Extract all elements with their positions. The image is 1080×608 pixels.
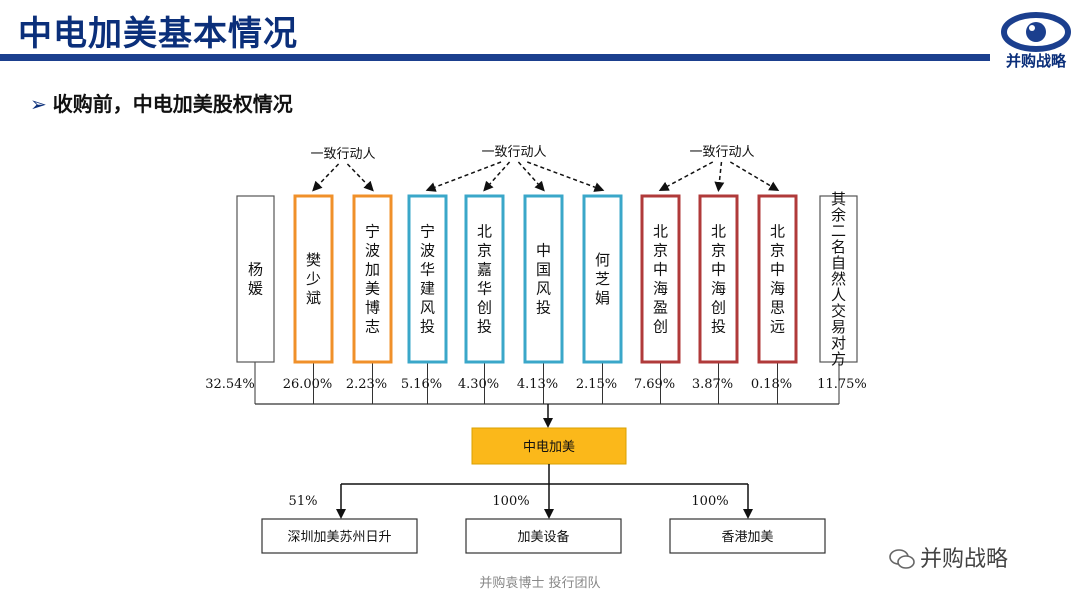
shareholder-box [582, 194, 623, 364]
eye-icon [1001, 12, 1071, 52]
shareholder-name: 宁波加美博志 [365, 223, 380, 336]
bullet-arrow-icon: ➢ [30, 92, 47, 116]
subsidiary-name: 加美设备 [517, 529, 569, 545]
shareholder-percent: 4.30% [458, 377, 499, 392]
shareholder-name: 樊少斌 [306, 251, 321, 307]
group-label: 一致行动人 [689, 145, 754, 160]
shareholder-name: 北京嘉华创投 [477, 223, 492, 336]
subsidiary-box [261, 518, 418, 554]
shareholder-name: 宁波华建风投 [420, 223, 435, 336]
shareholder-box [698, 194, 739, 364]
page-title: 中电加美基本情况 [18, 14, 298, 54]
shareholder-box [523, 194, 564, 364]
shareholder-box [293, 194, 334, 364]
group-arrow [527, 161, 605, 192]
watermark-text: 并购战略 [920, 547, 1009, 572]
shareholder-box [352, 194, 393, 364]
shareholder-percent: 11.75% [817, 377, 867, 392]
shareholder-percent: 26.00% [283, 377, 333, 392]
shareholder-percent: 3.87% [692, 377, 733, 392]
shareholder-name: 何芝娟 [595, 251, 610, 307]
title-underline [0, 54, 990, 61]
subsidiary-box [669, 518, 826, 554]
shareholder-name: 其余二名自然人交易对方 [831, 190, 846, 368]
shareholder-box [407, 194, 448, 364]
subsidiary-percent: 100% [691, 494, 728, 509]
shareholder-percent: 4.13% [517, 377, 558, 392]
group-arrow [517, 161, 545, 192]
shareholder-box [236, 195, 275, 363]
wechat-icon [889, 549, 915, 569]
group-label: 一致行动人 [310, 147, 375, 162]
group-arrow [312, 163, 340, 192]
shareholder-name: 北京中海思远 [770, 223, 785, 336]
subsidiary-box [465, 518, 622, 554]
group-arrow [658, 161, 714, 191]
group-label: 一致行动人 [481, 145, 546, 160]
group-arrow [346, 163, 374, 192]
company-box [471, 427, 627, 465]
subsidiary-name: 深圳加美苏州日升 [287, 529, 391, 545]
shareholder-box [640, 194, 681, 364]
shareholder-percent: 2.23% [346, 377, 387, 392]
shareholder-name: 北京中海创投 [711, 223, 726, 336]
shareholder-percent: 32.54% [205, 377, 255, 392]
subsidiary-percent: 51% [289, 494, 318, 509]
shareholder-percent: 7.69% [634, 377, 675, 392]
section-subtitle: ➢ 收购前，中电加美股权情况 [30, 88, 293, 117]
subsidiary-name: 香港加美 [721, 530, 773, 545]
group-arrow [714, 161, 725, 192]
logo-text: 并购战略 [1005, 52, 1066, 70]
subsidiary-percent: 100% [492, 494, 529, 509]
shareholder-percent: 0.18% [751, 377, 792, 392]
shareholder-percent: 2.15% [576, 377, 617, 392]
shareholder-name: 中国风投 [536, 242, 551, 317]
shareholder-name: 北京中海盈创 [653, 223, 668, 336]
group-arrow [483, 161, 511, 192]
shareholder-percent: 5.16% [401, 377, 442, 392]
footer-text: 并购袁博士 投行团队 [479, 576, 601, 591]
subtitle-text: 收购前，中电加美股权情况 [52, 92, 293, 116]
shareholder-box [464, 194, 505, 364]
company-name: 中电加美 [523, 440, 575, 455]
group-arrow [425, 161, 502, 192]
group-arrow [729, 161, 780, 192]
shareholder-name: 杨媛 [248, 261, 263, 298]
shareholder-box [819, 195, 858, 363]
shareholder-box [757, 194, 798, 364]
